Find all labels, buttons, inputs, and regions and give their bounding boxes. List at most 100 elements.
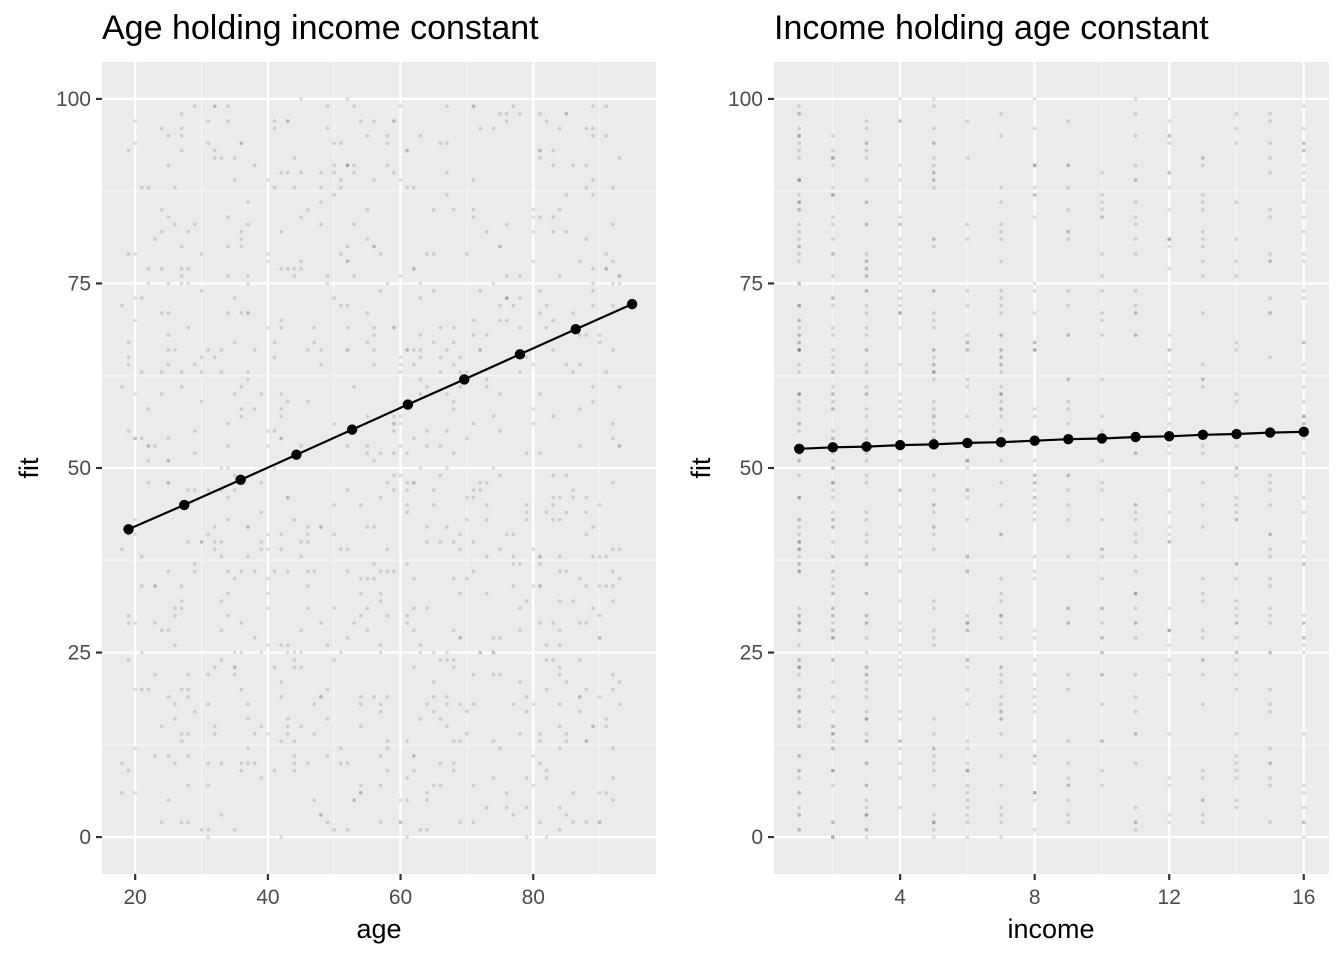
raw-data-point (1234, 237, 1239, 241)
raw-data-point (1100, 672, 1104, 677)
raw-data-point (425, 606, 429, 611)
raw-data-point (831, 569, 835, 574)
chart-panel-income: Income holding age constant 4 8 12 16 02550… (686, 9, 1329, 944)
raw-data-point (999, 532, 1003, 537)
raw-data-point (345, 97, 350, 101)
raw-data-point (864, 805, 869, 810)
raw-data-point (431, 488, 436, 492)
raw-data-point (246, 525, 250, 529)
raw-data-point (797, 348, 802, 352)
raw-data-point (372, 333, 376, 337)
raw-data-point (279, 739, 283, 743)
raw-data-point (831, 569, 835, 574)
raw-data-point (498, 392, 502, 396)
raw-data-point (831, 724, 835, 729)
raw-data-point (279, 325, 283, 330)
raw-data-point (864, 222, 869, 227)
raw-data-point (412, 348, 416, 352)
raw-data-point (279, 695, 283, 699)
raw-data-point (193, 709, 197, 714)
raw-data-point (412, 576, 416, 581)
raw-data-point (445, 104, 449, 109)
raw-data-point (491, 650, 496, 655)
raw-data-point (571, 599, 575, 603)
raw-data-point (931, 488, 936, 492)
raw-data-point (577, 333, 582, 337)
raw-data-point (965, 569, 970, 574)
raw-data-point (1167, 731, 1172, 736)
raw-data-point (611, 746, 615, 751)
raw-data-point (345, 163, 350, 168)
raw-data-point (864, 540, 869, 544)
raw-data-point (206, 835, 210, 839)
raw-data-point (478, 650, 482, 655)
raw-data-point (418, 650, 423, 655)
raw-data-point (279, 407, 283, 411)
raw-data-point (831, 156, 835, 160)
raw-data-point (797, 665, 802, 670)
raw-data-point (898, 97, 902, 101)
raw-data-point (325, 820, 330, 825)
raw-data-point (898, 119, 902, 123)
raw-data-point (557, 724, 562, 729)
raw-data-point (173, 613, 177, 618)
raw-data-point (1301, 399, 1306, 404)
raw-data-point (266, 643, 270, 647)
raw-data-point (584, 510, 589, 515)
fit-point (346, 424, 358, 435)
raw-data-point (511, 554, 516, 559)
raw-data-point (173, 185, 177, 190)
raw-data-point (266, 591, 270, 596)
raw-data-point (1268, 783, 1272, 788)
raw-data-point (999, 783, 1003, 788)
raw-data-point (159, 229, 164, 234)
raw-data-point (611, 222, 615, 227)
raw-data-point (425, 827, 429, 832)
raw-data-point (584, 739, 589, 743)
raw-data-point (898, 547, 902, 551)
raw-data-point (1066, 163, 1071, 168)
raw-data-point (133, 119, 137, 123)
raw-data-point (531, 215, 536, 219)
raw-data-point (1201, 798, 1205, 802)
raw-data-point (1133, 540, 1138, 544)
raw-data-point (1268, 584, 1272, 588)
raw-data-point (299, 170, 303, 175)
raw-data-point (931, 156, 936, 160)
raw-data-point (405, 488, 409, 492)
raw-data-point (1167, 141, 1172, 145)
raw-data-point (372, 695, 376, 699)
raw-data-point (1167, 244, 1172, 249)
raw-data-point (179, 820, 184, 825)
fit-point (1264, 427, 1276, 438)
raw-data-point (531, 754, 536, 758)
raw-data-point (1301, 385, 1306, 389)
raw-data-point (831, 362, 835, 367)
raw-data-point (965, 377, 970, 382)
raw-data-point (365, 237, 370, 241)
raw-data-point (146, 687, 151, 692)
raw-data-point (1234, 392, 1239, 396)
raw-data-point (1032, 628, 1037, 633)
fit-point (794, 443, 805, 455)
y-tick-label: 100 (728, 88, 763, 111)
raw-data-point (931, 362, 936, 367)
raw-data-point (1201, 377, 1205, 382)
raw-data-point (1100, 480, 1104, 485)
fit-point (962, 437, 973, 449)
raw-data-point (285, 569, 290, 574)
raw-data-point (518, 111, 522, 116)
raw-data-point (504, 296, 509, 301)
raw-data-point (1301, 362, 1306, 367)
raw-data-point (292, 768, 297, 773)
raw-data-point (797, 303, 802, 308)
raw-data-point (140, 436, 144, 441)
raw-data-point (458, 591, 463, 596)
raw-data-point (577, 362, 582, 367)
raw-data-point (797, 281, 802, 286)
raw-data-point (831, 621, 835, 625)
raw-data-point (898, 215, 902, 219)
raw-data-point (1301, 414, 1306, 419)
